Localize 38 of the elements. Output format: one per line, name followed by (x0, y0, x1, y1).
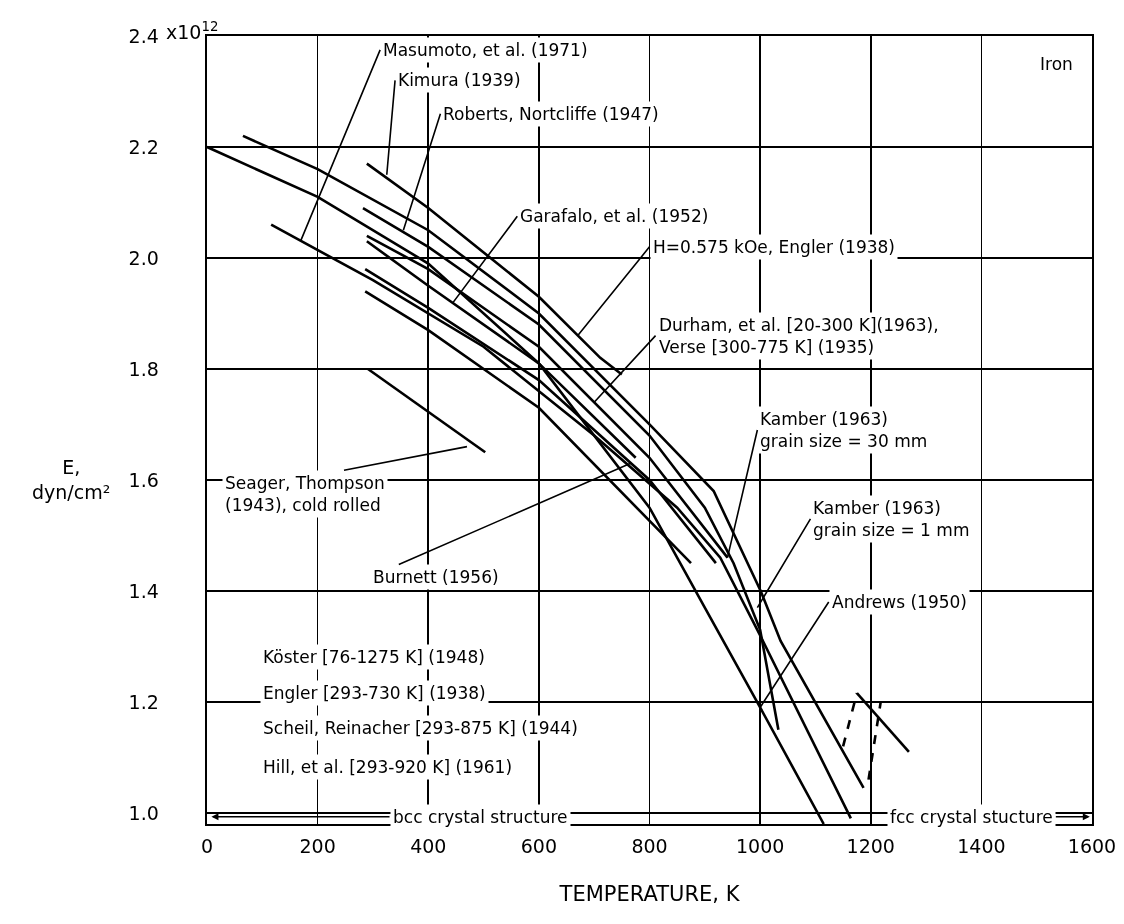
x-tick-label: 1200 (846, 835, 895, 858)
annotation: Kimura (1939) (398, 70, 521, 90)
y-tick-label: 1.2 (128, 690, 159, 713)
y-tick-label: 1.6 (128, 468, 159, 491)
annotation: x10$^{12}$ (166, 19, 219, 43)
y-tick-label: 1.0 (128, 801, 159, 824)
y-tick-label: 2.4 (128, 24, 159, 47)
x-tick-label: 600 (520, 835, 558, 858)
annotation: fcc crystal stucture (890, 807, 1053, 827)
annotation: Andrews (1950) (832, 592, 967, 612)
x-tick-label: 800 (631, 835, 668, 858)
x-tick-label: 0 (200, 835, 214, 858)
annotation: Kamber (1963) grain size = 1 mm (813, 498, 970, 541)
annotation: Iron (1040, 54, 1073, 74)
y-axis-title: E, dyn/cm² (32, 456, 111, 503)
annotation: Scheil, Reinacher [293-875 K] (1944) (263, 718, 578, 738)
x-tick-label: 1000 (735, 835, 785, 858)
annotation: Engler [293-730 K] (1938) (263, 683, 486, 703)
x-axis-title: TEMPERATURE, K (558, 881, 741, 906)
x-tick-label: 400 (410, 835, 447, 858)
annotation: Seager, Thompson (1943), cold rolled (225, 473, 385, 516)
annotation: Garafalo, et al. (1952) (520, 206, 709, 226)
annotation: Hill, et al. [293-920 K] (1961) (263, 757, 513, 777)
y-tick-label: 2.2 (128, 135, 159, 158)
annotation: bcc crystal structure (393, 807, 568, 827)
annotation: Burnett (1956) (373, 567, 499, 587)
annotation: Durham, et al. [20-300 K](1963), Verse [300-775 K] (1935) (659, 315, 939, 358)
y-tick-label: 2.0 (128, 246, 159, 269)
annotation: Masumoto, et al. (1971) (383, 40, 588, 60)
x-tick-label: 1600 (1067, 835, 1117, 858)
annotation: Roberts, Nortcliffe (1947) (443, 104, 659, 124)
y-tick-label: 1.4 (128, 579, 159, 602)
annotation: H=0.575 kOe, Engler (1938) (653, 237, 896, 257)
annotation: Köster [76-1275 K] (1948) (263, 647, 485, 667)
x-tick-label: 1400 (957, 835, 1006, 858)
y-tick-label: 1.8 (128, 357, 159, 380)
annotation: Kamber (1963) grain size = 30 mm (760, 409, 928, 452)
x-tick-label: 200 (299, 835, 336, 858)
